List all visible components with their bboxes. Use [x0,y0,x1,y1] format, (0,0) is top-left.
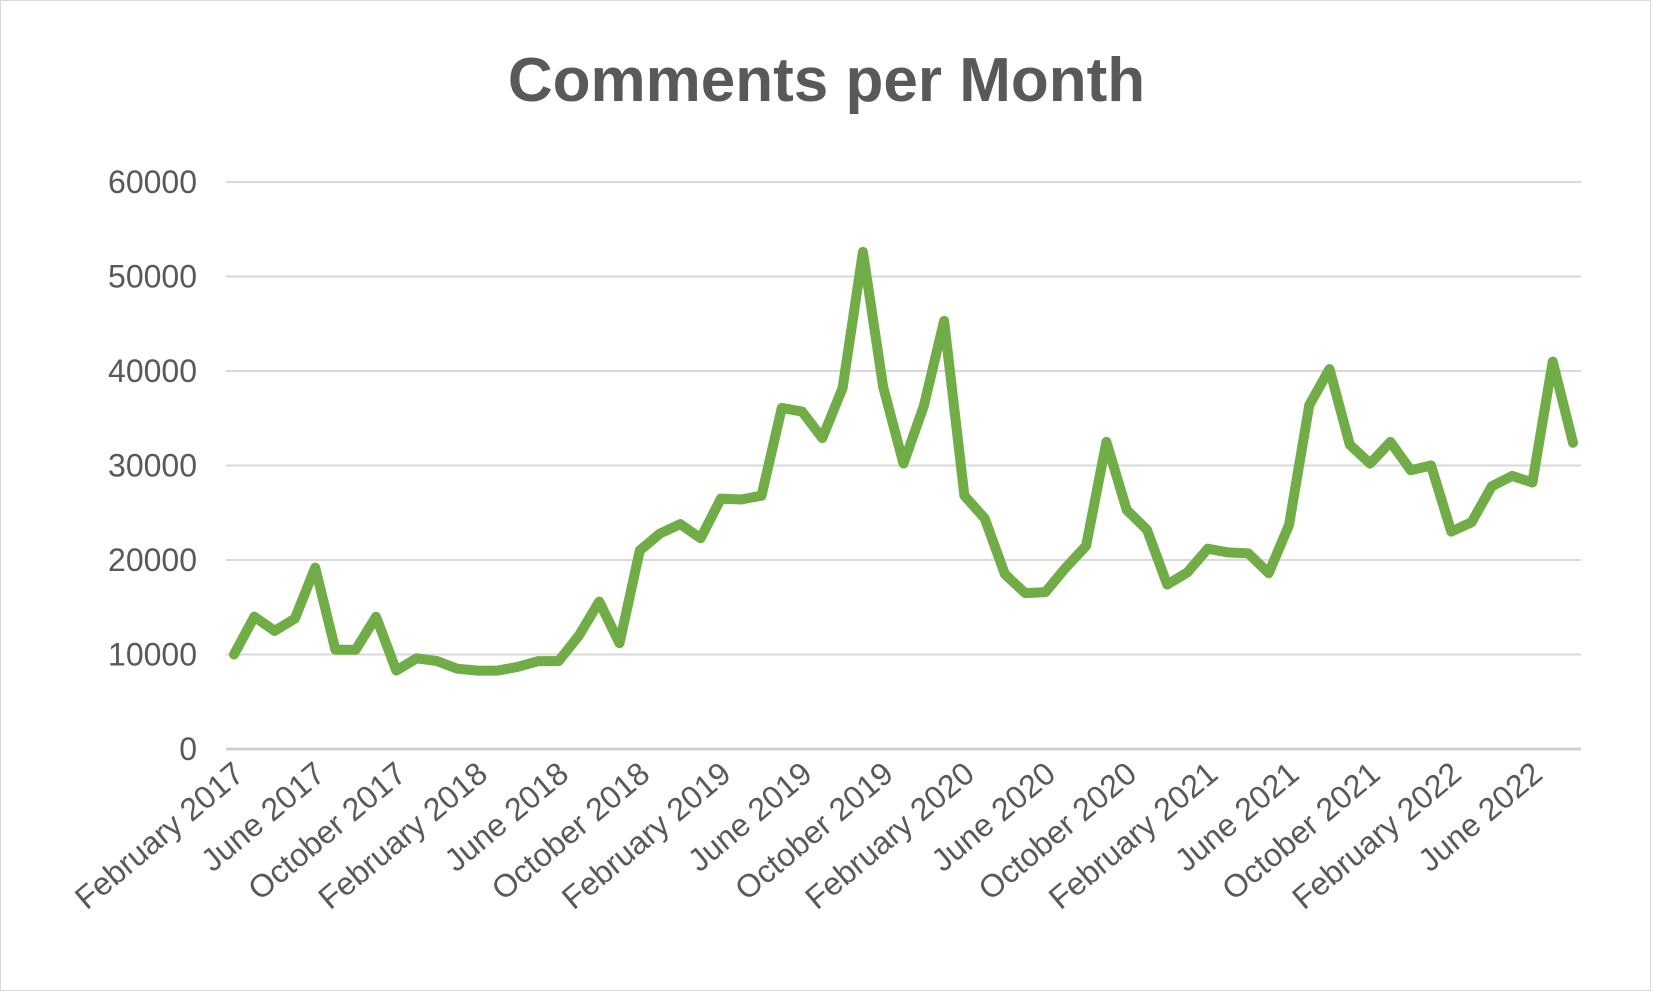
series-group [229,246,1578,676]
data-point [899,459,908,468]
data-point [879,383,888,392]
y-tick-label: 40000 [108,353,197,389]
data-point [1163,580,1172,589]
data-point [615,639,624,648]
data-point [940,316,949,325]
data-point [250,612,259,621]
data-point [818,434,827,443]
data-point [554,657,563,666]
data-point [1487,482,1496,491]
data-point [270,626,279,635]
gridlines [226,181,1581,751]
data-point [412,654,421,663]
data-point [737,495,746,504]
data-point [777,403,786,412]
data-point [311,563,320,572]
data-point [960,491,969,500]
y-tick-label: 0 [179,731,197,767]
y-tick-label: 60000 [108,164,197,200]
data-point [1122,505,1131,514]
data-point [514,662,523,671]
data-point [1183,568,1192,577]
data-point [331,645,340,654]
data-point [1325,365,1334,374]
data-point [1366,459,1375,468]
data-point [1467,518,1476,527]
data-point [392,666,401,675]
data-point [1061,563,1070,572]
y-tick-label: 20000 [108,542,197,578]
data-point [1021,589,1030,598]
data-point [351,645,360,654]
data-point [1406,466,1415,475]
data-point [656,529,665,538]
data-point [1508,471,1517,480]
data-point [1569,438,1577,447]
data-point [1528,478,1537,487]
data-point [1142,525,1151,534]
data-point [716,494,725,503]
data-point [534,657,543,666]
data-point [980,514,989,523]
data-point [1244,549,1253,558]
data-point [1305,401,1314,410]
data-point [919,401,928,410]
data-point [1082,541,1091,550]
y-axis-ticks: 0 10000 20000 30000 40000 50000 60000 [108,164,197,767]
data-point [290,614,299,623]
data-point [1264,569,1273,578]
y-tick-label: 10000 [108,637,197,673]
data-point [696,534,705,543]
data-point [676,520,685,529]
data-point [1548,357,1557,366]
data-point [473,666,482,675]
data-point [574,631,583,640]
data-point [838,384,847,393]
data-point [432,657,441,666]
data-point [757,491,766,500]
data-point [453,664,462,673]
data-point [1426,461,1435,470]
data-point [1284,521,1293,530]
data-point [1000,570,1009,579]
data-point [372,612,381,621]
data-point [1386,437,1395,446]
y-tick-label: 50000 [108,259,197,295]
data-point [1203,544,1212,553]
data-point [1041,588,1050,597]
y-tick-label: 30000 [108,448,197,484]
data-point [1224,548,1233,557]
data-point [1102,437,1111,446]
data-point [635,546,644,555]
data-point [493,666,502,675]
data-point [798,407,807,416]
chart-title: Comments per Month [507,46,1146,115]
data-point [1345,440,1354,449]
data-point [858,247,867,256]
data-point [230,650,238,659]
data-point [595,597,604,606]
data-point [1447,527,1456,536]
